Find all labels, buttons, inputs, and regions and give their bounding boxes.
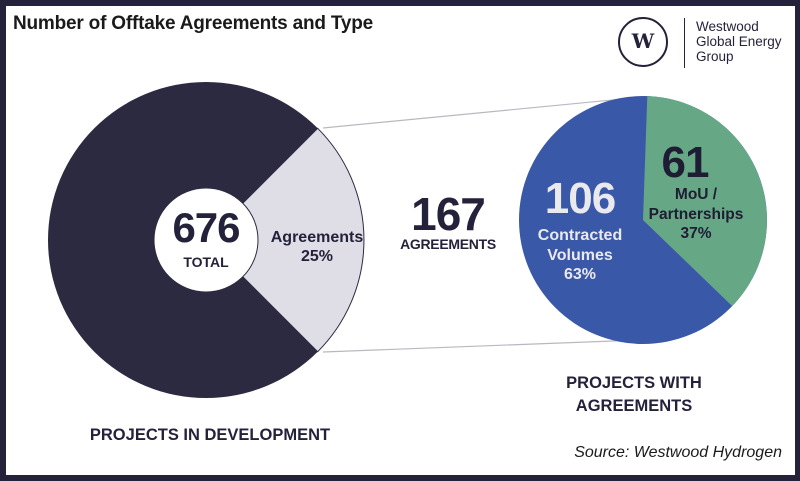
source-note: Source: Westwood Hydrogen <box>574 444 782 461</box>
agreements-count: 167 <box>411 188 486 240</box>
projects-in-development-caption: PROJECTS IN DEVELOPMENT <box>89 426 331 444</box>
connector-line-top <box>322 96 644 129</box>
westwood-logo: W Westwood Global Energy Group <box>610 12 790 76</box>
mou-value: 61 <box>661 138 710 187</box>
agreements-slice-label: Agreements 25% <box>270 229 364 265</box>
chart-title: Number of Offtake Agreements and Type <box>13 13 374 34</box>
mou-label: MoU / Partnerships 37% <box>648 186 744 242</box>
logo-divider <box>684 18 685 68</box>
logo-text: Westwood Global Energy Group <box>696 19 782 64</box>
contracted-label: Contracted Volumes 63% <box>537 227 623 283</box>
total-label: TOTAL <box>183 254 229 270</box>
agreements-slice <box>205 127 365 353</box>
total-center-circle <box>153 187 259 293</box>
agreements-count-label: AGREEMENTS <box>400 236 496 252</box>
connector-line-bottom <box>322 339 641 353</box>
projects-with-agreements-caption: PROJECTS WITH AGREEMENTS <box>566 374 702 415</box>
total-value: 676 <box>172 204 240 251</box>
contracted-value: 106 <box>544 174 616 223</box>
mou-partnerships-slice <box>643 96 767 307</box>
westwood-w-logo-icon: W <box>618 17 668 67</box>
